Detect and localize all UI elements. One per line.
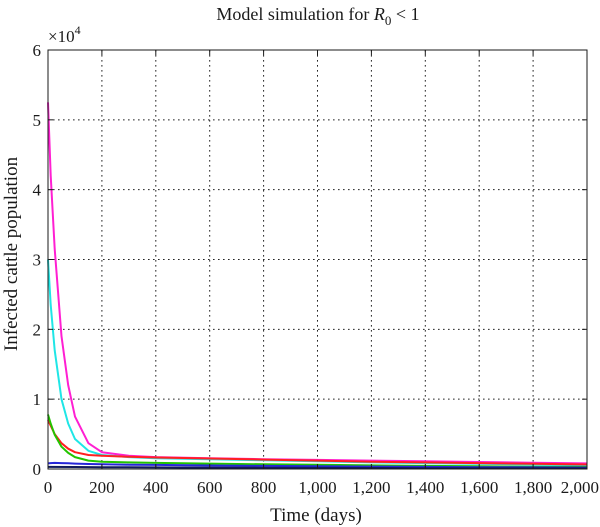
series-line-3 <box>47 419 588 466</box>
x-tick-label: 0 <box>44 478 53 497</box>
x-tick-label: 800 <box>251 478 277 497</box>
x-tick-label: 1,200 <box>352 478 390 497</box>
grid <box>48 50 587 469</box>
y-axis-exponent: ×104 <box>48 23 81 46</box>
x-tick-label: 600 <box>197 478 223 497</box>
y-tick-labels: 0 1 2 3 4 5 6 <box>33 41 42 479</box>
y-tick-label: 3 <box>33 251 42 270</box>
x-tick-label: 1,600 <box>460 478 498 497</box>
x-axis-title: Time (days) <box>270 505 362 526</box>
y-tick-label: 2 <box>33 320 42 339</box>
series-lines <box>47 102 588 470</box>
y-axis-title: Infected cattle population <box>1 156 22 351</box>
x-tick-label: 2,000 <box>561 478 599 497</box>
x-tick-label: 200 <box>89 478 115 497</box>
y-tick-label: 0 <box>33 460 42 479</box>
series-line-5 <box>47 461 588 469</box>
x-tick-label: 400 <box>143 478 169 497</box>
y-tick-label: 5 <box>33 111 42 130</box>
y-tick-label: 4 <box>33 181 42 200</box>
y-tick-label: 1 <box>33 390 42 409</box>
tick-marks <box>47 49 588 470</box>
series-line-6 <box>47 465 588 470</box>
x-tick-label: 1,400 <box>406 478 444 497</box>
chart-title: Model simulation for R0 < 1 <box>216 4 419 28</box>
x-tick-label: 1,800 <box>514 478 552 497</box>
y-tick-label: 6 <box>33 41 42 60</box>
x-tick-labels: 0 200 400 600 800 1,000 1,200 1,400 1,600 1,800 2,… <box>44 478 599 497</box>
x-tick-label: 1,000 <box>298 478 336 497</box>
